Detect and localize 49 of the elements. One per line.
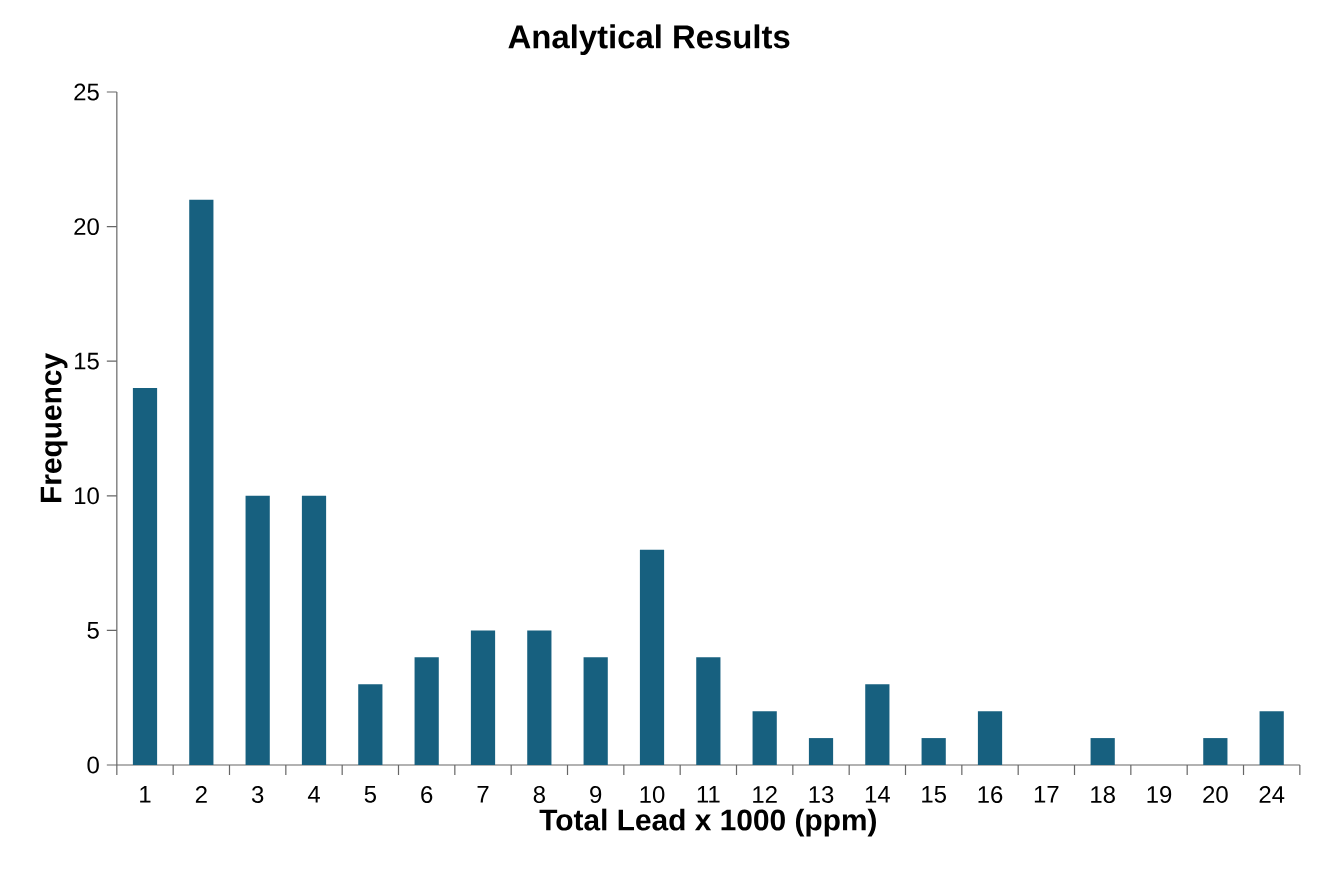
x-tick-label: 16 bbox=[978, 786, 1003, 803]
x-tick-label: 3 bbox=[251, 786, 264, 803]
bar bbox=[921, 738, 946, 765]
bar bbox=[132, 388, 158, 765]
x-tick-label: 15 bbox=[922, 786, 946, 803]
bar bbox=[808, 738, 834, 765]
bar bbox=[301, 495, 327, 765]
x-tick-label: 8 bbox=[533, 786, 545, 803]
bar bbox=[752, 711, 777, 765]
bar bbox=[639, 549, 665, 765]
y-tick-label: 15 bbox=[75, 352, 99, 370]
y-axis-title: Frequency bbox=[40, 353, 68, 503]
x-tick-label: 1 bbox=[140, 786, 151, 803]
bar bbox=[527, 630, 552, 765]
y-tick-label: 5 bbox=[87, 622, 99, 639]
y-tick-label: 20 bbox=[74, 218, 99, 236]
x-tick-label: 12 bbox=[753, 786, 777, 803]
x-axis-title: Total Lead x 1000 (ppm) bbox=[539, 808, 876, 837]
bar bbox=[414, 657, 439, 765]
bar bbox=[1090, 738, 1115, 765]
x-tick-label: 13 bbox=[809, 786, 834, 803]
x-tick-label: 2 bbox=[195, 786, 207, 803]
bar bbox=[245, 495, 270, 765]
x-tick-label: 4 bbox=[307, 786, 320, 803]
x-tick-label: 19 bbox=[1147, 786, 1172, 803]
bar bbox=[1203, 738, 1228, 765]
bar bbox=[1259, 711, 1284, 765]
x-tick-label: 5 bbox=[364, 786, 376, 803]
y-tick-label: 0 bbox=[87, 756, 99, 774]
y-tick-label: 10 bbox=[75, 487, 99, 505]
bar bbox=[583, 657, 608, 765]
x-tick-label: 14 bbox=[865, 786, 890, 803]
y-tick-label: 25 bbox=[74, 83, 99, 101]
x-tick-label: 18 bbox=[1091, 786, 1115, 803]
x-tick-label: 7 bbox=[477, 786, 489, 803]
x-tick-label: 10 bbox=[640, 786, 665, 803]
bar bbox=[189, 199, 214, 765]
x-tick-label: 9 bbox=[590, 786, 602, 803]
bar bbox=[358, 684, 383, 765]
x-tick-label: 11 bbox=[697, 786, 720, 803]
bar bbox=[865, 684, 890, 765]
bar bbox=[977, 711, 1003, 765]
x-tick-label: 24 bbox=[1259, 786, 1285, 803]
bar bbox=[696, 657, 721, 765]
chart-title: Analytical Results bbox=[508, 24, 790, 55]
x-tick-label: 6 bbox=[421, 786, 433, 803]
x-tick-label: 17 bbox=[1034, 786, 1059, 803]
bar bbox=[470, 630, 496, 765]
x-tick-label: 20 bbox=[1203, 786, 1228, 803]
